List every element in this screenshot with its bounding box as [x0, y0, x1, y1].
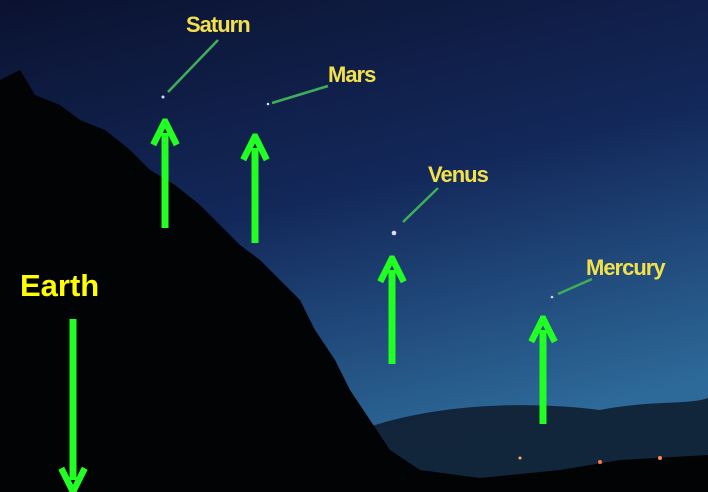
pointer-line — [557, 277, 593, 296]
planet-label: Mars — [328, 62, 376, 87]
city-lights — [518, 456, 662, 464]
pointer-line — [271, 84, 329, 105]
planet-dot — [161, 95, 165, 99]
light — [658, 456, 662, 460]
planet-dot — [391, 230, 397, 236]
pointer-line — [167, 39, 219, 93]
pointer-line — [402, 187, 439, 223]
tree-silhouette — [0, 70, 708, 492]
planet-label: Saturn — [186, 12, 250, 37]
earth-label: Earth — [20, 268, 99, 303]
planet-label: Mercury — [586, 255, 666, 280]
planet-label: Venus — [428, 162, 489, 187]
planet-dot — [266, 102, 270, 106]
planet-dots — [161, 95, 554, 299]
light — [598, 460, 602, 464]
planet-dot — [550, 295, 554, 299]
light — [518, 456, 522, 460]
